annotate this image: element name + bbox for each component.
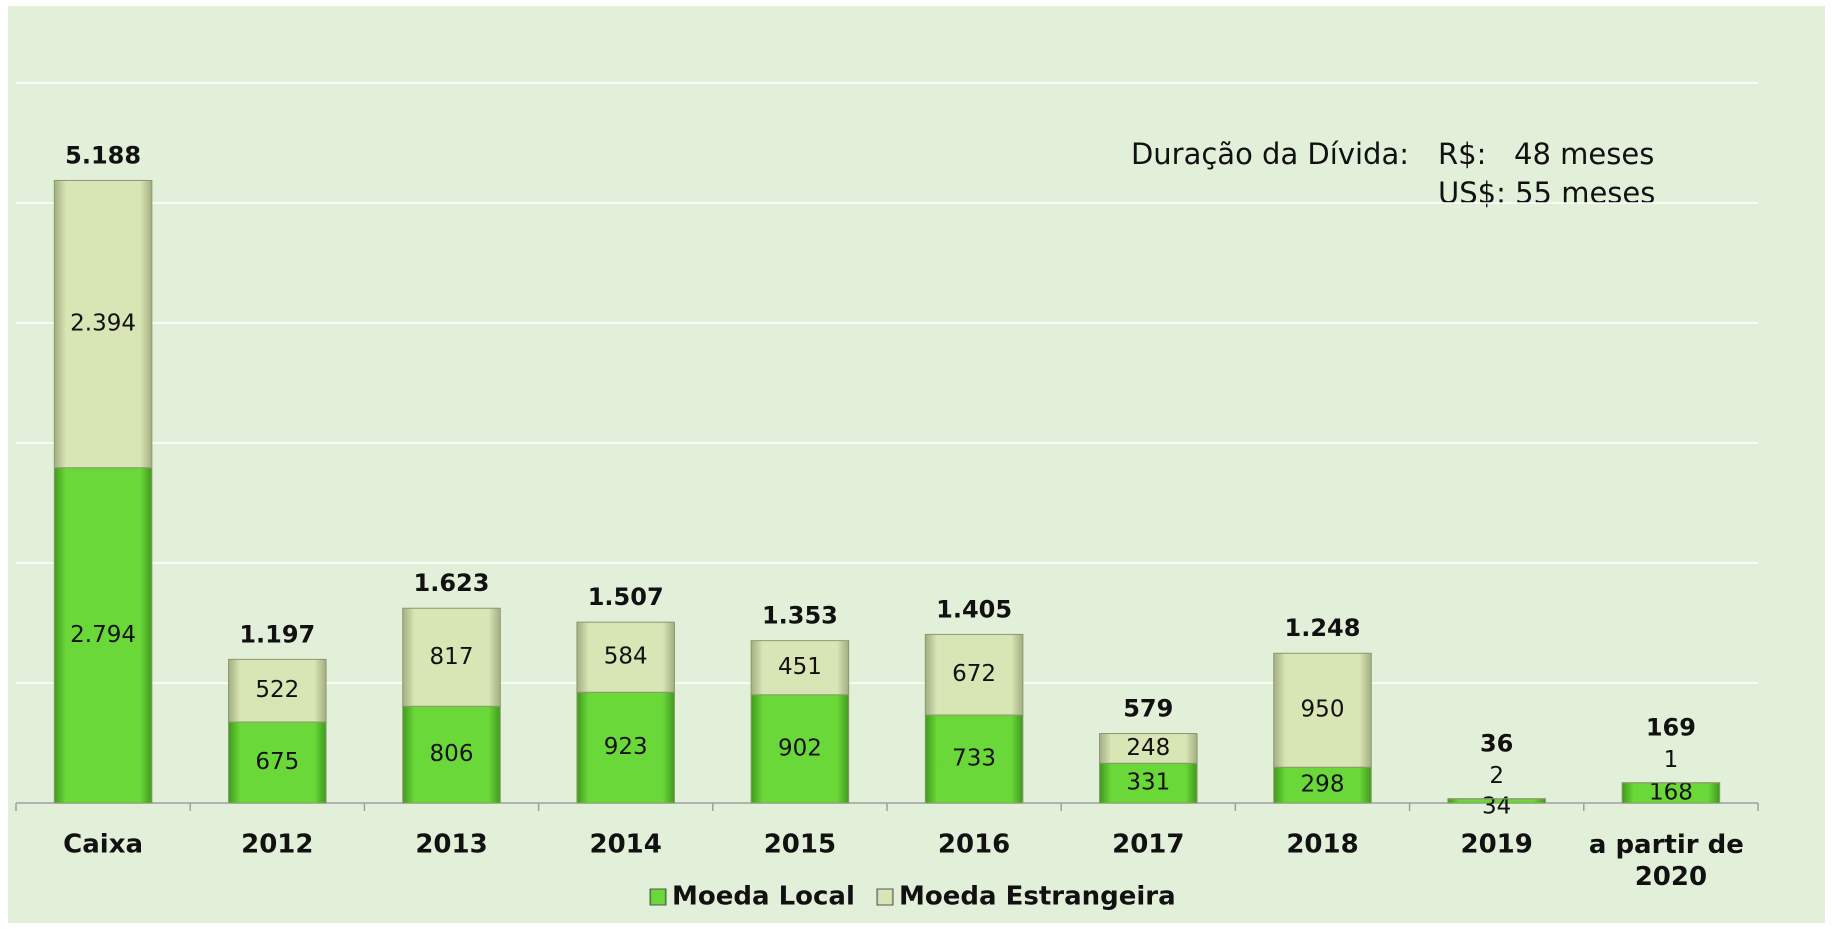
total-label: 1.623 xyxy=(414,569,490,597)
data-label: 298 xyxy=(1301,772,1345,798)
data-label: 1 xyxy=(1664,747,1679,773)
x-tick-label: 2017 xyxy=(1112,830,1184,860)
bar-segment xyxy=(924,633,1024,716)
data-label: 2.394 xyxy=(70,311,136,337)
x-tick-label-line: 2020 xyxy=(1635,862,1707,892)
annotation: Duração da Dívida: xyxy=(1131,137,1409,171)
data-label: 817 xyxy=(430,644,474,670)
data-label: 451 xyxy=(778,654,822,680)
x-tick-label: 2016 xyxy=(938,830,1010,860)
total-label: 579 xyxy=(1123,695,1173,723)
legend-label: Moeda Estrangeira xyxy=(899,882,1176,912)
data-label: 806 xyxy=(430,741,474,767)
bar-segment xyxy=(1099,733,1198,764)
x-tick-label: 2019 xyxy=(1461,830,1533,860)
data-label: 672 xyxy=(952,661,996,687)
data-label: 248 xyxy=(1126,735,1170,761)
total-label: 1.353 xyxy=(762,602,838,630)
bar-segment xyxy=(402,607,501,707)
x-tick-label: 2015 xyxy=(764,830,836,860)
total-label: 36 xyxy=(1480,730,1513,758)
bar-segment xyxy=(1273,766,1372,804)
total-label: 169 xyxy=(1646,714,1696,742)
bar-segment xyxy=(750,694,850,804)
data-label: 522 xyxy=(255,677,299,703)
data-label: 950 xyxy=(1301,697,1345,723)
x-tick-label: 2013 xyxy=(415,830,487,860)
bar-segment xyxy=(750,640,850,696)
data-label: 168 xyxy=(1649,779,1693,805)
x-tick-label: 2012 xyxy=(241,830,313,860)
bar-segment xyxy=(576,621,675,693)
annotation: R$: 48 meses xyxy=(1438,137,1654,171)
legend-swatch xyxy=(649,888,667,906)
bar-segment xyxy=(53,179,153,469)
total-label: 5.188 xyxy=(65,141,141,169)
legend-swatch xyxy=(876,888,894,906)
data-label: 2.794 xyxy=(70,622,136,648)
bar-segment xyxy=(1273,652,1372,768)
data-label: 675 xyxy=(255,749,299,775)
data-label: 2 xyxy=(1489,763,1504,789)
data-label: 331 xyxy=(1126,770,1170,796)
legend-label: Moeda Local xyxy=(672,882,855,912)
data-label: 902 xyxy=(778,735,822,761)
x-tick-label: Caixa xyxy=(63,830,143,860)
data-label: 923 xyxy=(604,734,648,760)
x-tick-label-line: a partir de xyxy=(1589,830,1753,860)
total-label: 1.197 xyxy=(239,620,315,648)
data-label: 733 xyxy=(952,746,996,772)
total-label: 1.248 xyxy=(1285,614,1361,642)
bar-segment xyxy=(228,658,327,723)
bar-segment xyxy=(402,705,501,804)
x-tick-label: 2018 xyxy=(1286,830,1358,860)
bar-segment xyxy=(53,467,153,804)
annotation: US$: 55 meses xyxy=(1438,176,1655,210)
total-label: 1.405 xyxy=(936,595,1012,623)
x-tick-label: a partir de 2020 xyxy=(1589,830,1753,892)
total-label: 1.507 xyxy=(588,583,664,611)
data-label: 584 xyxy=(604,644,648,670)
x-tick-label: 2014 xyxy=(590,830,662,860)
data-label: 34 xyxy=(1482,794,1511,820)
bar-segment xyxy=(576,691,675,804)
